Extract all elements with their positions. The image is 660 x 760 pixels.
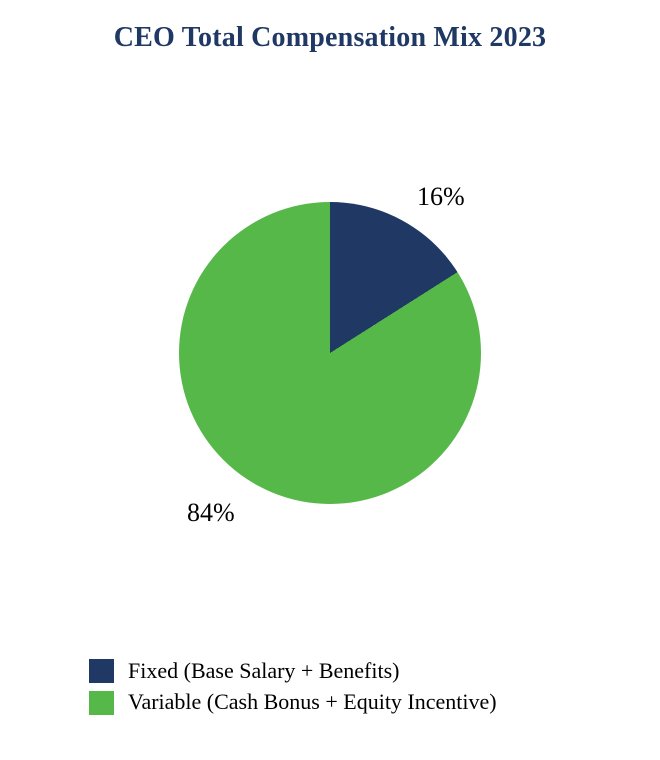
legend-label-fixed: Fixed (Base Salary + Benefits) <box>128 658 400 683</box>
legend-swatch-fixed <box>89 659 114 684</box>
legend-item-fixed: Fixed (Base Salary + Benefits) <box>89 658 497 684</box>
legend-label-variable: Variable (Cash Bonus + Equity Incentive) <box>128 689 497 715</box>
legend-swatch-variable <box>89 690 114 715</box>
legend: Fixed (Base Salary + Benefits) Variable … <box>89 658 497 716</box>
pie-graphic <box>179 202 481 504</box>
data-label-fixed-slice: 16% <box>417 182 465 211</box>
chart-title: CEO Total Compensation Mix 2023 <box>113 22 547 53</box>
data-label-variable-slice: 84% <box>187 498 235 527</box>
legend-item-variable: Variable (Cash Bonus + Equity Incentive) <box>89 689 497 715</box>
